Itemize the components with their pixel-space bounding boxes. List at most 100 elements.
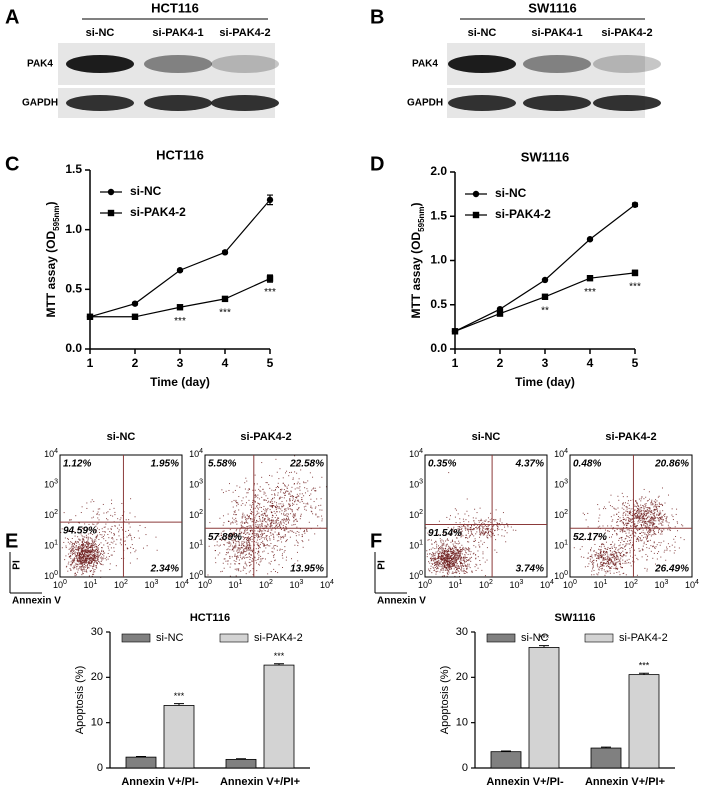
event-dot bbox=[649, 509, 651, 511]
event-dot bbox=[467, 541, 469, 543]
event-dot bbox=[483, 534, 485, 536]
event-dot bbox=[487, 533, 489, 535]
event-dot bbox=[451, 548, 453, 550]
event-dot bbox=[451, 554, 453, 556]
event-dot bbox=[92, 516, 94, 518]
event-dot bbox=[221, 539, 223, 541]
event-dot bbox=[128, 529, 130, 531]
event-dot bbox=[294, 519, 296, 521]
event-dot bbox=[467, 537, 469, 539]
event-dot bbox=[82, 564, 84, 566]
event-dot bbox=[265, 514, 267, 516]
event-dot bbox=[238, 509, 240, 511]
event-dot bbox=[592, 564, 594, 566]
event-dot bbox=[589, 532, 591, 534]
event-dot bbox=[231, 545, 233, 547]
event-dot bbox=[646, 516, 648, 518]
event-dot bbox=[453, 572, 455, 574]
event-dot bbox=[60, 532, 62, 534]
event-dot bbox=[646, 523, 648, 525]
event-dot bbox=[231, 548, 233, 550]
event-dot bbox=[84, 560, 86, 562]
event-dot bbox=[485, 531, 487, 533]
event-dot bbox=[438, 554, 440, 556]
event-dot bbox=[242, 556, 244, 558]
event-dot bbox=[251, 560, 253, 562]
event-dot bbox=[92, 551, 94, 553]
event-dot bbox=[434, 555, 436, 557]
event-dot bbox=[602, 558, 604, 560]
event-dot bbox=[131, 539, 133, 541]
event-dot bbox=[602, 543, 604, 545]
event-dot bbox=[618, 558, 620, 560]
event-dot bbox=[88, 542, 90, 544]
event-dot bbox=[457, 552, 459, 554]
event-dot bbox=[464, 572, 466, 574]
event-dot bbox=[627, 511, 629, 513]
event-dot bbox=[488, 527, 490, 529]
event-dot bbox=[442, 548, 444, 550]
event-dot bbox=[611, 551, 613, 553]
event-dot bbox=[496, 523, 498, 525]
event-dot bbox=[80, 551, 82, 553]
event-dot bbox=[605, 565, 607, 567]
event-dot bbox=[248, 553, 250, 555]
event-dot bbox=[255, 533, 257, 535]
event-dot bbox=[279, 526, 281, 528]
event-dot bbox=[89, 559, 91, 561]
event-dot bbox=[83, 559, 85, 561]
event-dot bbox=[502, 512, 504, 514]
event-dot bbox=[85, 558, 87, 560]
event-dot bbox=[653, 552, 655, 554]
event-dot bbox=[445, 545, 447, 547]
event-dot bbox=[494, 549, 496, 551]
event-dot bbox=[263, 545, 265, 547]
event-dot bbox=[462, 535, 464, 537]
event-dot bbox=[473, 545, 475, 547]
event-dot bbox=[613, 557, 615, 559]
event-dot bbox=[276, 526, 278, 528]
event-dot bbox=[579, 548, 581, 550]
event-dot bbox=[439, 556, 441, 558]
event-dot bbox=[78, 547, 80, 549]
event-dot bbox=[296, 520, 298, 522]
event-dot bbox=[487, 529, 489, 531]
event-dot bbox=[257, 524, 259, 526]
event-dot bbox=[646, 513, 648, 515]
event-dot bbox=[669, 546, 671, 548]
event-dot bbox=[622, 531, 624, 533]
event-dot bbox=[258, 544, 260, 546]
event-dot bbox=[610, 559, 612, 561]
event-dot bbox=[432, 560, 434, 562]
event-dot bbox=[270, 525, 272, 527]
event-dot bbox=[244, 557, 246, 559]
event-dot bbox=[63, 512, 65, 514]
event-dot bbox=[252, 560, 254, 562]
panel-label: C bbox=[5, 153, 19, 175]
event-dot bbox=[254, 557, 256, 559]
event-dot bbox=[266, 544, 268, 546]
event-dot bbox=[109, 544, 111, 546]
event-dot bbox=[611, 553, 613, 555]
y-axis-label-part: 595nm bbox=[417, 206, 426, 231]
event-dot bbox=[267, 573, 269, 575]
event-dot bbox=[268, 536, 270, 538]
event-dot bbox=[235, 530, 237, 532]
flow-y-tick-label: 104 bbox=[409, 448, 423, 459]
event-dot bbox=[136, 558, 138, 560]
event-dot bbox=[253, 544, 255, 546]
event-dot bbox=[84, 555, 86, 557]
event-dot bbox=[592, 563, 594, 565]
event-dot bbox=[245, 541, 247, 543]
event-dot bbox=[227, 537, 229, 539]
event-dot bbox=[439, 553, 441, 555]
event-dot bbox=[134, 551, 136, 553]
quadrant-percent: 13.95% bbox=[290, 564, 324, 575]
event-dot bbox=[660, 529, 662, 531]
event-dot bbox=[245, 546, 247, 548]
event-dot bbox=[431, 560, 433, 562]
event-dot bbox=[257, 559, 259, 561]
event-dot bbox=[289, 500, 291, 502]
event-dot bbox=[600, 554, 602, 556]
event-dot bbox=[599, 525, 601, 527]
